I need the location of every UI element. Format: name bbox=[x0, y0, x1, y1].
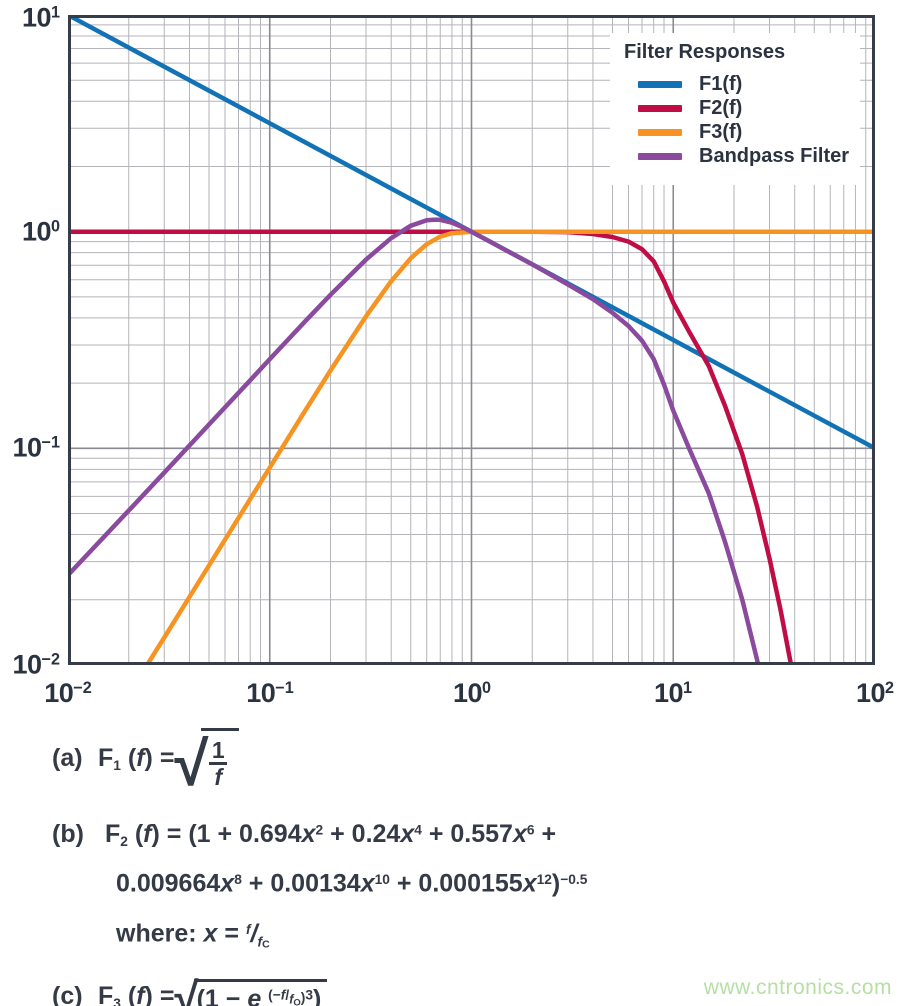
y-tick-10e-2: 10−2 bbox=[12, 649, 60, 680]
watermark: www.cntronics.com bbox=[703, 976, 892, 999]
x-tick-10e2: 102 bbox=[855, 678, 895, 708]
legend-entry-bandpass: Bandpass Filter bbox=[624, 144, 860, 168]
fraction-1-over-f: 1 f bbox=[209, 738, 228, 789]
legend-title: Filter Responses bbox=[624, 41, 786, 63]
equation-c-lhs: F3 (f) = bbox=[98, 981, 175, 1006]
legend-entry-f1: F1(f) bbox=[624, 72, 860, 96]
legend-entry-f3: F3(f) bbox=[624, 120, 860, 144]
y-tick-10e1: 101 bbox=[21, 2, 60, 33]
f2-line-swatch-icon bbox=[638, 104, 682, 112]
equation-c-radicand: (1 − e (−f/fO)3) bbox=[193, 978, 328, 1006]
equation-b: (b) F2 (f) = (1 + 0.694x2 + 0.24x4 + 0.5… bbox=[52, 811, 772, 961]
x-tick-10e-1: 10−1 bbox=[246, 678, 294, 708]
legend-label-f2: F2(f) bbox=[699, 96, 743, 119]
curve-f3 bbox=[144, 229, 875, 665]
equation-a-label: (a) bbox=[52, 744, 83, 773]
curve-bandpass bbox=[68, 217, 761, 665]
radical-a: √ 1 f bbox=[174, 728, 240, 795]
radical-c: √ (1 − e (−f/fO)3) bbox=[174, 977, 328, 1006]
x-tick-10e1: 101 bbox=[653, 678, 693, 708]
equation-a: (a) F1 (f) = √ 1 f bbox=[52, 728, 772, 795]
equation-c-label: (c) bbox=[52, 981, 83, 1006]
legend-label-bandpass: Bandpass Filter bbox=[699, 144, 850, 167]
bandpass-line-swatch-icon bbox=[638, 152, 682, 160]
y-tick-10e0: 100 bbox=[21, 216, 60, 247]
equation-c: (c) F3 (f) = √ (1 − e (−f/fO)3) bbox=[52, 977, 772, 1006]
equation-b-line2: 0.009664x8 + 0.00134x10 + 0.000155x12)−0… bbox=[116, 869, 588, 898]
f3-line-swatch-icon bbox=[638, 128, 682, 136]
legend-label-f1: F1(f) bbox=[699, 72, 743, 95]
equation-a-lhs: F1 (f) = bbox=[98, 744, 175, 774]
curve-f2 bbox=[68, 229, 794, 665]
equation-b-line1: F2 (f) = (1 + 0.694x2 + 0.24x4 + 0.557x6… bbox=[104, 819, 557, 849]
x-tick-10e0: 100 bbox=[452, 678, 492, 708]
legend-entry-f2: F2(f) bbox=[624, 96, 860, 120]
equation-b-label: (b) bbox=[52, 819, 84, 848]
f1-line-swatch-icon bbox=[638, 80, 682, 88]
legend-label-f3: F3(f) bbox=[699, 120, 743, 143]
y-tick-10e-1: 10−1 bbox=[12, 432, 60, 463]
equation-block: (a) F1 (f) = √ 1 f (b) F2 (f) = (1 + 0.6… bbox=[52, 728, 772, 1006]
x-tick-10e-2: 10−2 bbox=[44, 678, 92, 708]
plot-frame bbox=[68, 15, 875, 665]
legend: Filter Responses F1(f) F2(f) F3(f) Bandp… bbox=[610, 33, 860, 185]
plot-area: Filter Responses F1(f) F2(f) F3(f) Bandp… bbox=[68, 15, 875, 665]
equation-b-where: where: x = f/fC bbox=[116, 919, 270, 950]
